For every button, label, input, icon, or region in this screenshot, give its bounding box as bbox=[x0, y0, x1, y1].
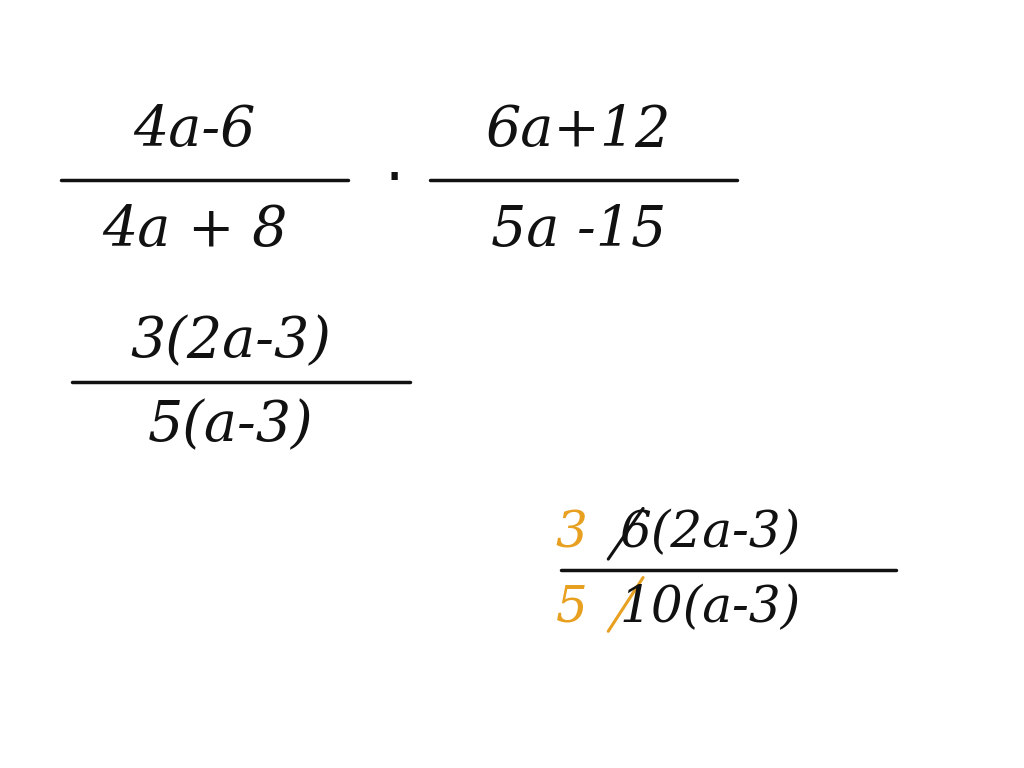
Text: 6(2a-3): 6(2a-3) bbox=[620, 509, 801, 558]
Text: 6a+12: 6a+12 bbox=[485, 103, 672, 158]
Text: 3(2a-3): 3(2a-3) bbox=[130, 314, 331, 369]
Text: ·: · bbox=[385, 151, 403, 210]
Text: 3: 3 bbox=[555, 509, 588, 558]
Text: 5(a-3): 5(a-3) bbox=[147, 399, 313, 454]
Text: 10(a-3): 10(a-3) bbox=[620, 584, 801, 633]
Text: 4a + 8: 4a + 8 bbox=[101, 203, 288, 258]
Text: 5: 5 bbox=[555, 584, 588, 633]
Text: 4a-6: 4a-6 bbox=[133, 103, 256, 158]
Text: 5a -15: 5a -15 bbox=[490, 203, 667, 258]
